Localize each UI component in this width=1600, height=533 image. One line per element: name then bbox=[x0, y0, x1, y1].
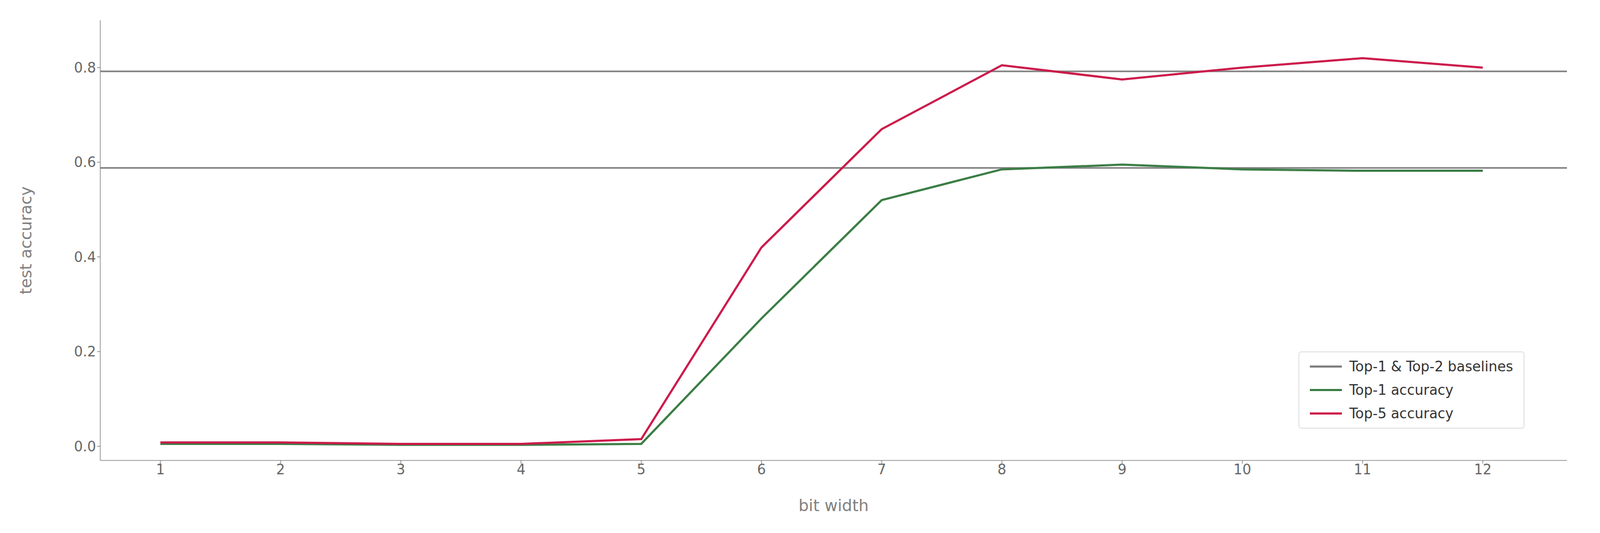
svg-text:0.8: 0.8 bbox=[74, 59, 96, 76]
svg-text:0.0: 0.0 bbox=[74, 438, 96, 455]
svg-text:8: 8 bbox=[997, 461, 1007, 478]
html-text:Top-1 & Top-2 baselines: Top-1 & Top-2 baselines bbox=[1349, 358, 1514, 375]
svg-text:bit width: bit width bbox=[798, 496, 869, 515]
svg-text:6: 6 bbox=[756, 461, 766, 478]
svg-text:0.6: 0.6 bbox=[74, 154, 96, 171]
svg-text:12: 12 bbox=[1474, 461, 1492, 478]
svg-text:4: 4 bbox=[516, 461, 526, 478]
svg-text:10: 10 bbox=[1233, 461, 1252, 478]
svg-text:test accuracy: test accuracy bbox=[16, 186, 36, 295]
svg-text:0.4: 0.4 bbox=[74, 249, 96, 266]
html-text:Top-1 accuracy: Top-1 accuracy bbox=[1349, 381, 1454, 398]
svg-text:0.2: 0.2 bbox=[74, 343, 96, 360]
svg-text:11: 11 bbox=[1353, 461, 1372, 478]
svg-text:3: 3 bbox=[396, 461, 406, 478]
svg-text:7: 7 bbox=[877, 461, 887, 478]
svg-text:5: 5 bbox=[636, 461, 646, 478]
svg-text:9: 9 bbox=[1117, 461, 1127, 478]
svg-text:2: 2 bbox=[276, 461, 286, 478]
html-text:Top-5 accuracy: Top-5 accuracy bbox=[1349, 405, 1454, 422]
svg-text:1: 1 bbox=[155, 461, 165, 478]
